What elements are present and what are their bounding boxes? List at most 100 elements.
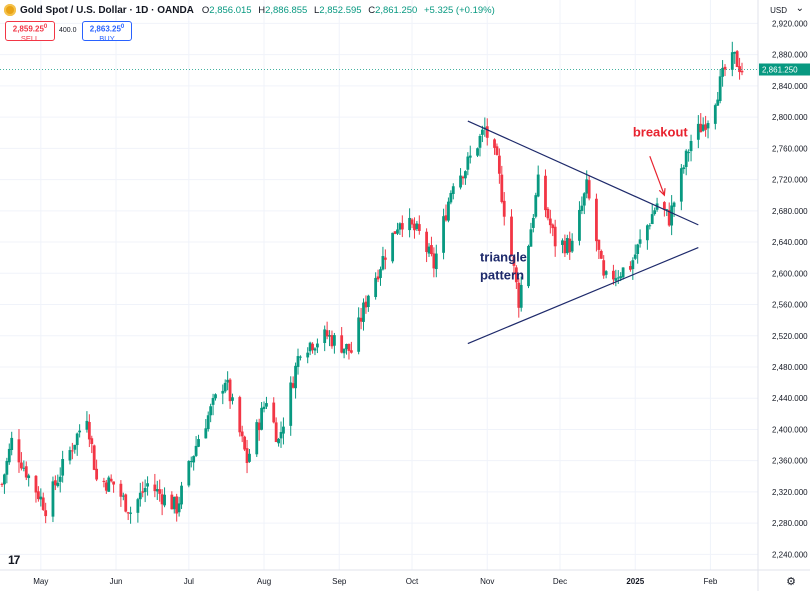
candle-body: [214, 394, 217, 399]
tradingview-logo-icon[interactable]: 17: [8, 553, 20, 567]
candle-body: [58, 476, 62, 482]
candle-body: [561, 240, 564, 245]
candle: [636, 243, 640, 264]
candle: [500, 165, 504, 204]
candle-body: [408, 217, 412, 231]
candle-body: [595, 198, 598, 242]
candle-body: [670, 205, 674, 226]
candle: [451, 183, 455, 200]
price-tick-label: 2,440.000: [772, 394, 808, 403]
candle-body: [447, 201, 450, 221]
candle-body: [597, 239, 601, 250]
price-tick-label: 2,600.000: [772, 269, 808, 278]
candle: [112, 481, 116, 493]
candle-body: [614, 278, 618, 281]
candle: [366, 294, 370, 312]
candle-body: [461, 176, 465, 179]
candle: [194, 436, 198, 458]
price-tick-label: 2,400.000: [772, 425, 808, 434]
gear-icon[interactable]: ⚙: [786, 576, 796, 588]
candle-body: [223, 382, 227, 392]
candle: [231, 393, 234, 405]
candle: [138, 482, 142, 507]
candle-body: [160, 494, 164, 505]
candle-body: [512, 256, 516, 266]
candle-body: [342, 348, 346, 354]
chevron-down-icon[interactable]: ⌄: [795, 3, 804, 14]
candle-body: [713, 105, 717, 124]
candle: [517, 278, 521, 318]
candle-body: [383, 257, 387, 260]
candle: [738, 57, 741, 80]
candle-body: [87, 421, 91, 440]
candle: [141, 481, 145, 498]
candle-body: [699, 123, 703, 133]
candle-body: [347, 343, 351, 351]
candle-body: [257, 422, 261, 431]
candle-body: [197, 439, 200, 447]
candle: [553, 219, 557, 257]
sell-button[interactable]: 2,859.250 SELL: [5, 21, 55, 43]
candle: [160, 489, 164, 516]
candle: [104, 479, 108, 494]
candle-body: [345, 343, 348, 350]
time-tick-label: 2025: [626, 577, 644, 586]
candle: [400, 215, 404, 238]
candle: [316, 338, 319, 354]
candle: [493, 138, 496, 155]
candle: [342, 348, 346, 359]
candle: [612, 264, 615, 285]
candle-body: [502, 200, 506, 217]
candle-body: [612, 270, 615, 280]
candle-body: [704, 124, 708, 130]
candle-body: [721, 67, 724, 77]
candle: [730, 41, 734, 77]
candle: [379, 266, 382, 286]
candle: [578, 201, 581, 246]
candle-body: [306, 352, 310, 358]
candle-body: [599, 250, 603, 259]
candle: [146, 476, 149, 496]
candle: [415, 220, 419, 231]
candle: [497, 148, 501, 184]
price-tick-label: 2,520.000: [772, 332, 808, 341]
candle: [393, 231, 397, 235]
candle: [170, 491, 174, 510]
candle: [616, 270, 620, 284]
candle: [580, 196, 584, 215]
currency-selector[interactable]: USD: [770, 6, 787, 15]
candle: [548, 209, 552, 234]
symbol-title[interactable]: Gold Spot / U.S. Dollar · 1D · OANDA: [20, 4, 194, 16]
candle-body: [396, 229, 399, 234]
candle: [410, 218, 414, 229]
candle: [468, 145, 472, 164]
candle-body: [723, 66, 727, 70]
last-price-tag-bg: [759, 63, 810, 76]
candle-body: [432, 253, 436, 269]
candle-body: [546, 208, 550, 219]
candle-body: [3, 474, 6, 485]
candle-body: [206, 415, 210, 430]
candle-body: [121, 495, 125, 497]
candle-body: [565, 237, 569, 254]
candle-body: [211, 398, 215, 405]
open-key: O: [201, 4, 210, 16]
candle: [291, 376, 295, 389]
candle: [238, 395, 242, 437]
candle: [561, 238, 564, 254]
price-tick-label: 2,880.000: [772, 51, 808, 60]
candle-body: [510, 216, 513, 256]
candle-body: [296, 356, 300, 367]
candle: [289, 376, 293, 436]
buy-button[interactable]: 2,863.250 BUY: [82, 21, 132, 43]
candle-body: [682, 167, 686, 170]
candle-body: [53, 480, 57, 486]
candle-body: [733, 51, 737, 54]
sell-price: 2,859.250: [12, 24, 48, 34]
candle: [192, 455, 196, 471]
candle: [153, 473, 157, 498]
candle: [531, 214, 535, 233]
close-value: 2,861.250: [375, 4, 418, 16]
